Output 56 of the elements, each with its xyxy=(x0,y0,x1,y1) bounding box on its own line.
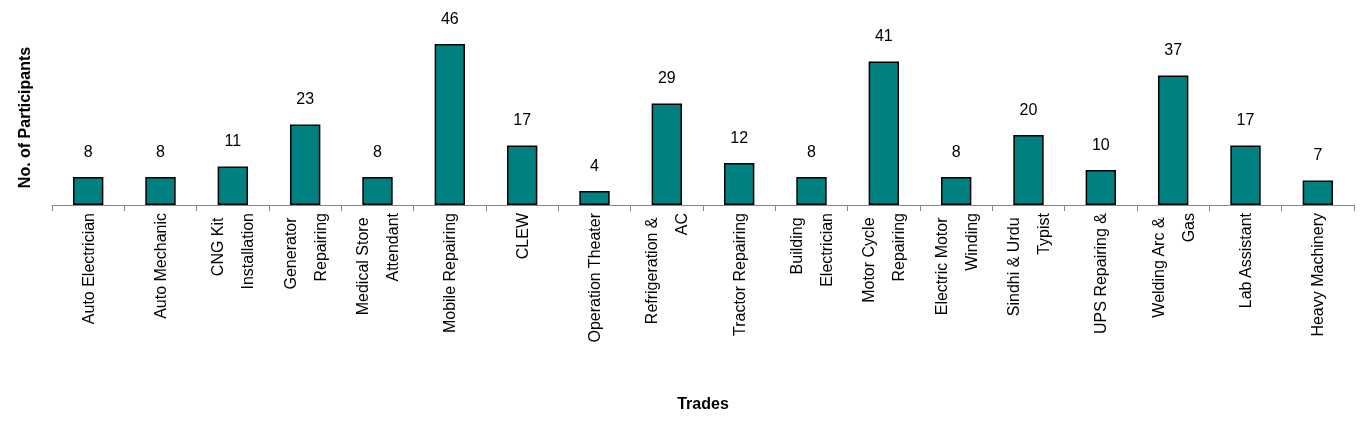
x-tick-label: Building Electrician xyxy=(788,213,835,287)
data-label: 12 xyxy=(730,128,749,146)
data-label: 8 xyxy=(951,142,961,160)
data-label: 29 xyxy=(657,69,676,86)
data-label: 7 xyxy=(1313,146,1323,163)
bar xyxy=(72,177,104,205)
data-label: 20 xyxy=(1019,100,1038,118)
bar xyxy=(1085,170,1117,205)
x-tick-label: Electric Motor Winding xyxy=(932,213,980,316)
bar xyxy=(868,61,900,205)
bar xyxy=(1302,180,1334,205)
x-tick-label: Refrigeration & AC xyxy=(643,213,691,325)
bar xyxy=(434,44,466,205)
x-tick-label: CLEW xyxy=(513,212,531,260)
x-tick-label: Operation Theater xyxy=(586,212,603,343)
bar xyxy=(723,163,755,205)
x-tick-label: Motor Cycle Repairing xyxy=(860,213,908,303)
bar xyxy=(796,177,827,205)
x-tick-label: Welding Arc & Gas xyxy=(1149,213,1197,318)
x-tick-label: Mobile Repairing xyxy=(441,213,459,334)
data-label: 37 xyxy=(1164,41,1183,58)
data-label: 17 xyxy=(1236,111,1255,128)
x-tick-label: CNG Kit Installation xyxy=(209,213,257,290)
x-tick-label: Auto Electrician xyxy=(79,213,97,325)
x-tick-label: Generator Repairing xyxy=(281,213,329,290)
data-label: 4 xyxy=(590,156,600,174)
bar xyxy=(940,177,972,205)
data-label: 8 xyxy=(807,142,817,160)
bar xyxy=(1013,135,1044,205)
data-label: 10 xyxy=(1091,135,1110,153)
x-tick-label: Tractor Repairing xyxy=(730,213,748,337)
data-label: 41 xyxy=(874,27,893,44)
bar xyxy=(651,103,683,205)
bar xyxy=(289,124,321,205)
bar xyxy=(1157,75,1189,205)
data-label: 8 xyxy=(156,142,166,160)
bar xyxy=(362,177,393,205)
x-tick-label: Medical Store Attendant xyxy=(354,212,401,316)
data-label: 23 xyxy=(296,90,315,107)
data-label: 46 xyxy=(440,9,459,27)
x-tick-label: Auto Mechanic xyxy=(152,213,169,319)
bar xyxy=(1230,145,1261,205)
bar xyxy=(145,177,176,205)
bar xyxy=(506,145,538,205)
x-tick-label: UPS Repairing & xyxy=(1092,212,1110,334)
bar xyxy=(579,191,610,205)
x-tick-label: Heavy Machinery xyxy=(1309,213,1327,337)
data-label: 8 xyxy=(83,142,93,160)
data-label: 8 xyxy=(373,142,383,160)
y-axis-title: No. of Participants xyxy=(15,46,33,189)
x-axis-title: Trades xyxy=(677,394,729,412)
x-tick-label: Sindhi & Urdu Typist xyxy=(1005,212,1052,317)
bar xyxy=(217,166,249,205)
data-label: 11 xyxy=(224,132,242,149)
x-tick-label: Lab Assistant xyxy=(1237,212,1254,309)
data-label: 17 xyxy=(513,111,532,128)
